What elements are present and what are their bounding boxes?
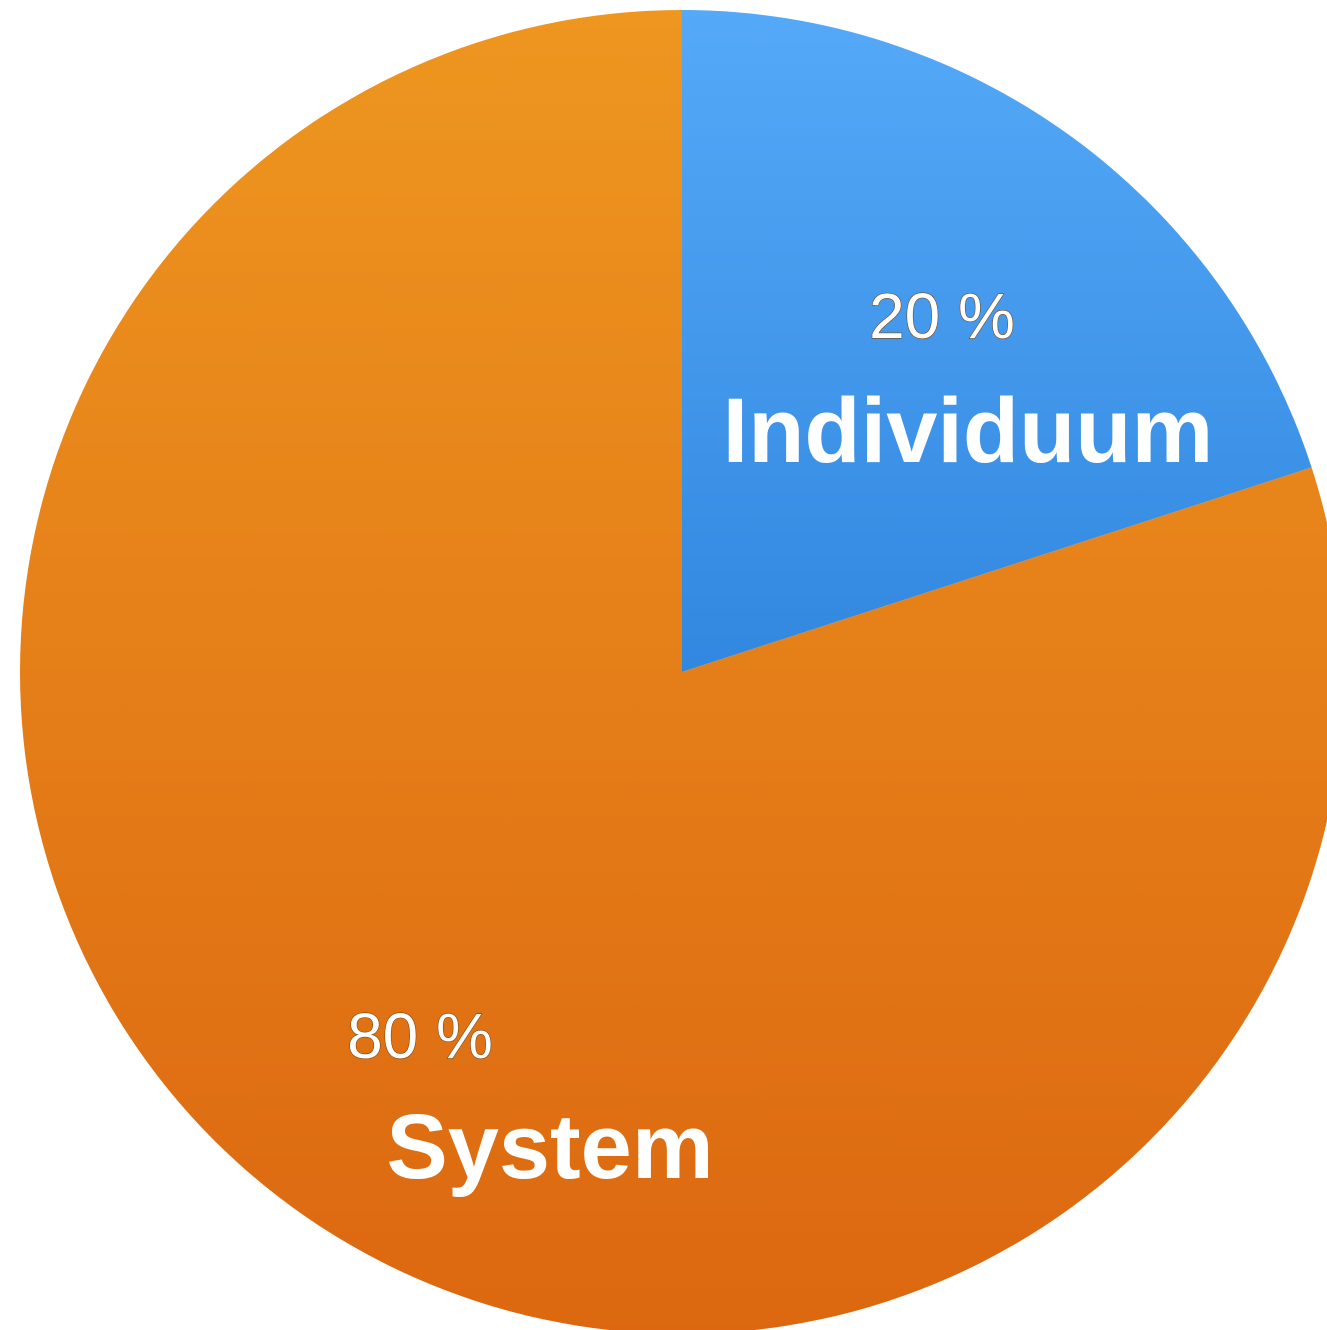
pie-slices — [20, 10, 1327, 1330]
pie-slice-system — [20, 10, 1327, 1330]
pie-slice-individuum — [682, 10, 1312, 672]
slice-name-label-individuum: Individuum — [723, 380, 1214, 482]
slice-value-label-system: 80 % — [347, 1000, 493, 1072]
slice-value-label-individuum: 20 % — [869, 280, 1015, 352]
pie-labels: 20 % Individuum 80 % System — [346, 279, 1214, 1198]
slice-name-label-system: System — [386, 1096, 713, 1198]
